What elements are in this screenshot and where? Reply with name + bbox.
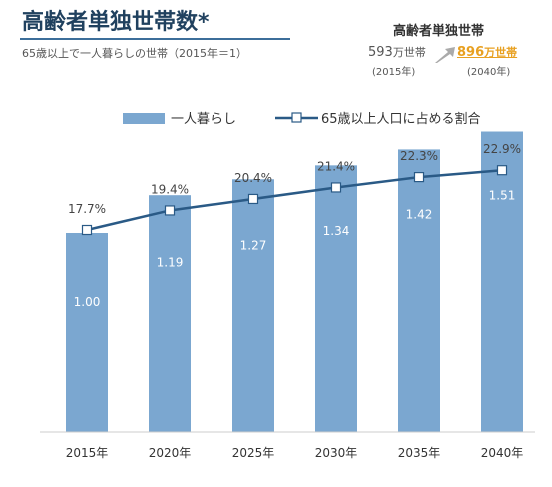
ratio-value-label-1: 19.4% [151, 182, 189, 196]
inset-year-2040: (2040年) [467, 67, 511, 78]
chart-subtitle: 65歳以上で一人暮らしの世帯（2015年＝1） [22, 47, 247, 60]
inset-value-2015-unit: 万世帯 [392, 46, 426, 59]
bar-3 [315, 165, 357, 432]
ratio-value-label-2: 20.4% [234, 171, 272, 185]
inset-value-2040-unit: 万世帯 [484, 46, 518, 59]
x-tick-label-4: 2035年 [398, 446, 441, 460]
inset-value-2040: 896万世帯 [457, 44, 517, 60]
ratio-marker-2 [247, 193, 259, 205]
bar-value-label-3: 1.34 [323, 224, 350, 238]
ratio-marker-3 [330, 182, 342, 193]
bar-value-label-4: 1.42 [406, 207, 433, 221]
inset-value-2015: 593万世帯 [368, 44, 426, 60]
legend-bar-label: 一人暮らし [171, 112, 236, 127]
inset-value-2015-number: 593 [368, 45, 393, 60]
bar-value-label-2: 1.27 [240, 239, 267, 253]
legend-line-marker [291, 112, 302, 123]
ratio-marker-0 [81, 224, 93, 236]
bar-value-label-1: 1.19 [157, 255, 184, 269]
x-tick-label-2: 2025年 [232, 446, 275, 460]
bar-5 [481, 131, 523, 432]
bar-1 [149, 195, 191, 432]
x-tick-label-3: 2030年 [315, 446, 358, 460]
ratio-value-label-5: 22.9% [483, 142, 521, 156]
title-underline [20, 38, 290, 40]
legend-line-label: 65歳以上人口に占める割合 [321, 111, 481, 127]
chart-title: 高齢者単独世帯数* [22, 10, 210, 35]
ratio-value-label-3: 21.4% [317, 159, 355, 173]
bar-4 [398, 149, 440, 433]
ratio-line [86, 168, 503, 232]
x-tick-label-5: 2040年 [481, 446, 524, 460]
bar-2 [232, 179, 274, 432]
x-tick-label-0: 2015年 [66, 446, 109, 460]
ratio-value-label-0: 17.7% [68, 202, 106, 216]
bar-value-label-0: 1.00 [74, 295, 101, 309]
ratio-marker-4 [413, 172, 425, 183]
inset-year-2015: (2015年) [372, 67, 416, 78]
x-tick-label-1: 2020年 [149, 446, 192, 460]
inset-value-2040-number: 896 [457, 45, 485, 60]
legend-bar-swatch [123, 113, 165, 124]
ratio-value-label-4: 22.3% [400, 149, 438, 163]
inset-title: 高齢者単独世帯 [393, 24, 485, 39]
bar-0 [66, 233, 108, 432]
ratio-marker-1 [164, 205, 176, 216]
ratio-marker-5 [496, 165, 508, 176]
bar-value-label-5: 1.51 [489, 189, 516, 203]
inset-arrow-icon [435, 47, 455, 63]
